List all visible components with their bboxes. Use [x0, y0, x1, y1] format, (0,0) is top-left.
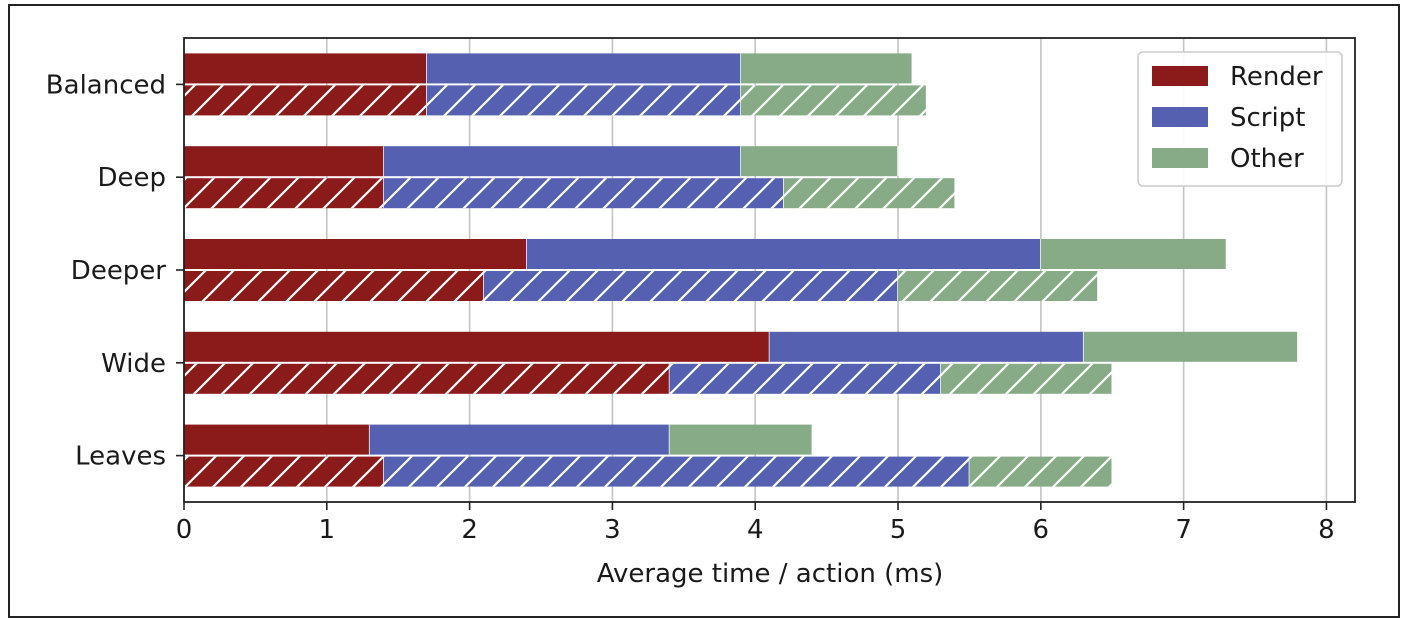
bars — [184, 53, 1299, 487]
hatch-wide-script — [669, 363, 941, 394]
y-tick-label-deeper: Deeper — [71, 256, 167, 286]
x-tick-label: 4 — [747, 515, 764, 545]
legend-label-render: Render — [1230, 62, 1323, 92]
x-tick-label: 1 — [319, 515, 336, 545]
bar-deeper-render-solid — [184, 239, 527, 269]
plot-border — [183, 37, 1356, 503]
hatch-leaves-render — [184, 456, 384, 487]
x-tick-label: 3 — [604, 515, 621, 545]
y-tick-label-deep: Deep — [97, 163, 166, 193]
bar-wide-script-solid — [769, 331, 1084, 362]
bar-deep-render-solid — [184, 146, 384, 177]
bar-deeper-other-solid — [1040, 239, 1227, 269]
hatch-deeper-script — [483, 271, 899, 301]
bar-wide-other-solid — [1083, 331, 1298, 362]
legend-label-other: Other — [1230, 144, 1304, 174]
legend-swatch-script — [1152, 107, 1208, 127]
hatch-deeper-other — [898, 271, 1098, 301]
x-tick-label: 6 — [1033, 515, 1050, 545]
x-tick-label: 7 — [1175, 515, 1192, 545]
hatch-wide-render — [184, 363, 670, 394]
hatch-balanced-render — [184, 85, 427, 116]
bar-balanced-script-solid — [426, 53, 741, 84]
y-tick-label-wide: Wide — [101, 349, 166, 379]
x-tick-label: 5 — [890, 515, 907, 545]
y-tick-label-leaves: Leaves — [75, 442, 166, 472]
hatch-leaves-script — [383, 456, 970, 487]
bar-deep-script-solid — [383, 146, 741, 177]
bar-deep-other-solid — [740, 146, 899, 177]
legend-swatch-other — [1152, 148, 1208, 168]
bar-balanced-render-solid — [184, 53, 427, 84]
legend: Render Script Other — [1137, 51, 1343, 187]
hatch-deep-render — [184, 178, 384, 209]
x-tick-label: 0 — [176, 515, 193, 545]
hatch-balanced-other — [740, 85, 927, 116]
hatch-deeper-render — [184, 271, 484, 301]
hatch-leaves-other — [969, 456, 1113, 487]
bar-leaves-other-solid — [669, 424, 813, 455]
bar-leaves-script-solid — [369, 424, 670, 455]
x-axis-title: Average time / action (ms) — [597, 559, 944, 589]
hatch-deep-other — [783, 178, 956, 209]
hatch-wide-other — [940, 363, 1113, 394]
bar-wide-render-solid — [184, 331, 770, 362]
legend-swatch-render — [1152, 66, 1208, 86]
legend-label-script: Script — [1230, 103, 1305, 133]
hatch-deep-script — [383, 178, 784, 209]
x-tick-label: 8 — [1318, 515, 1335, 545]
axes: 0 1 2 3 4 5 6 7 8 Balanced Deep Deeper Wide Leaves — [46, 37, 1356, 545]
x-tick-label: 2 — [461, 515, 478, 545]
bar-balanced-other-solid — [740, 53, 913, 84]
bar-deeper-script-solid — [526, 239, 1041, 269]
hatch-balanced-script — [426, 85, 741, 116]
y-tick-label-balanced: Balanced — [46, 70, 166, 100]
bar-leaves-render-solid — [184, 424, 370, 455]
